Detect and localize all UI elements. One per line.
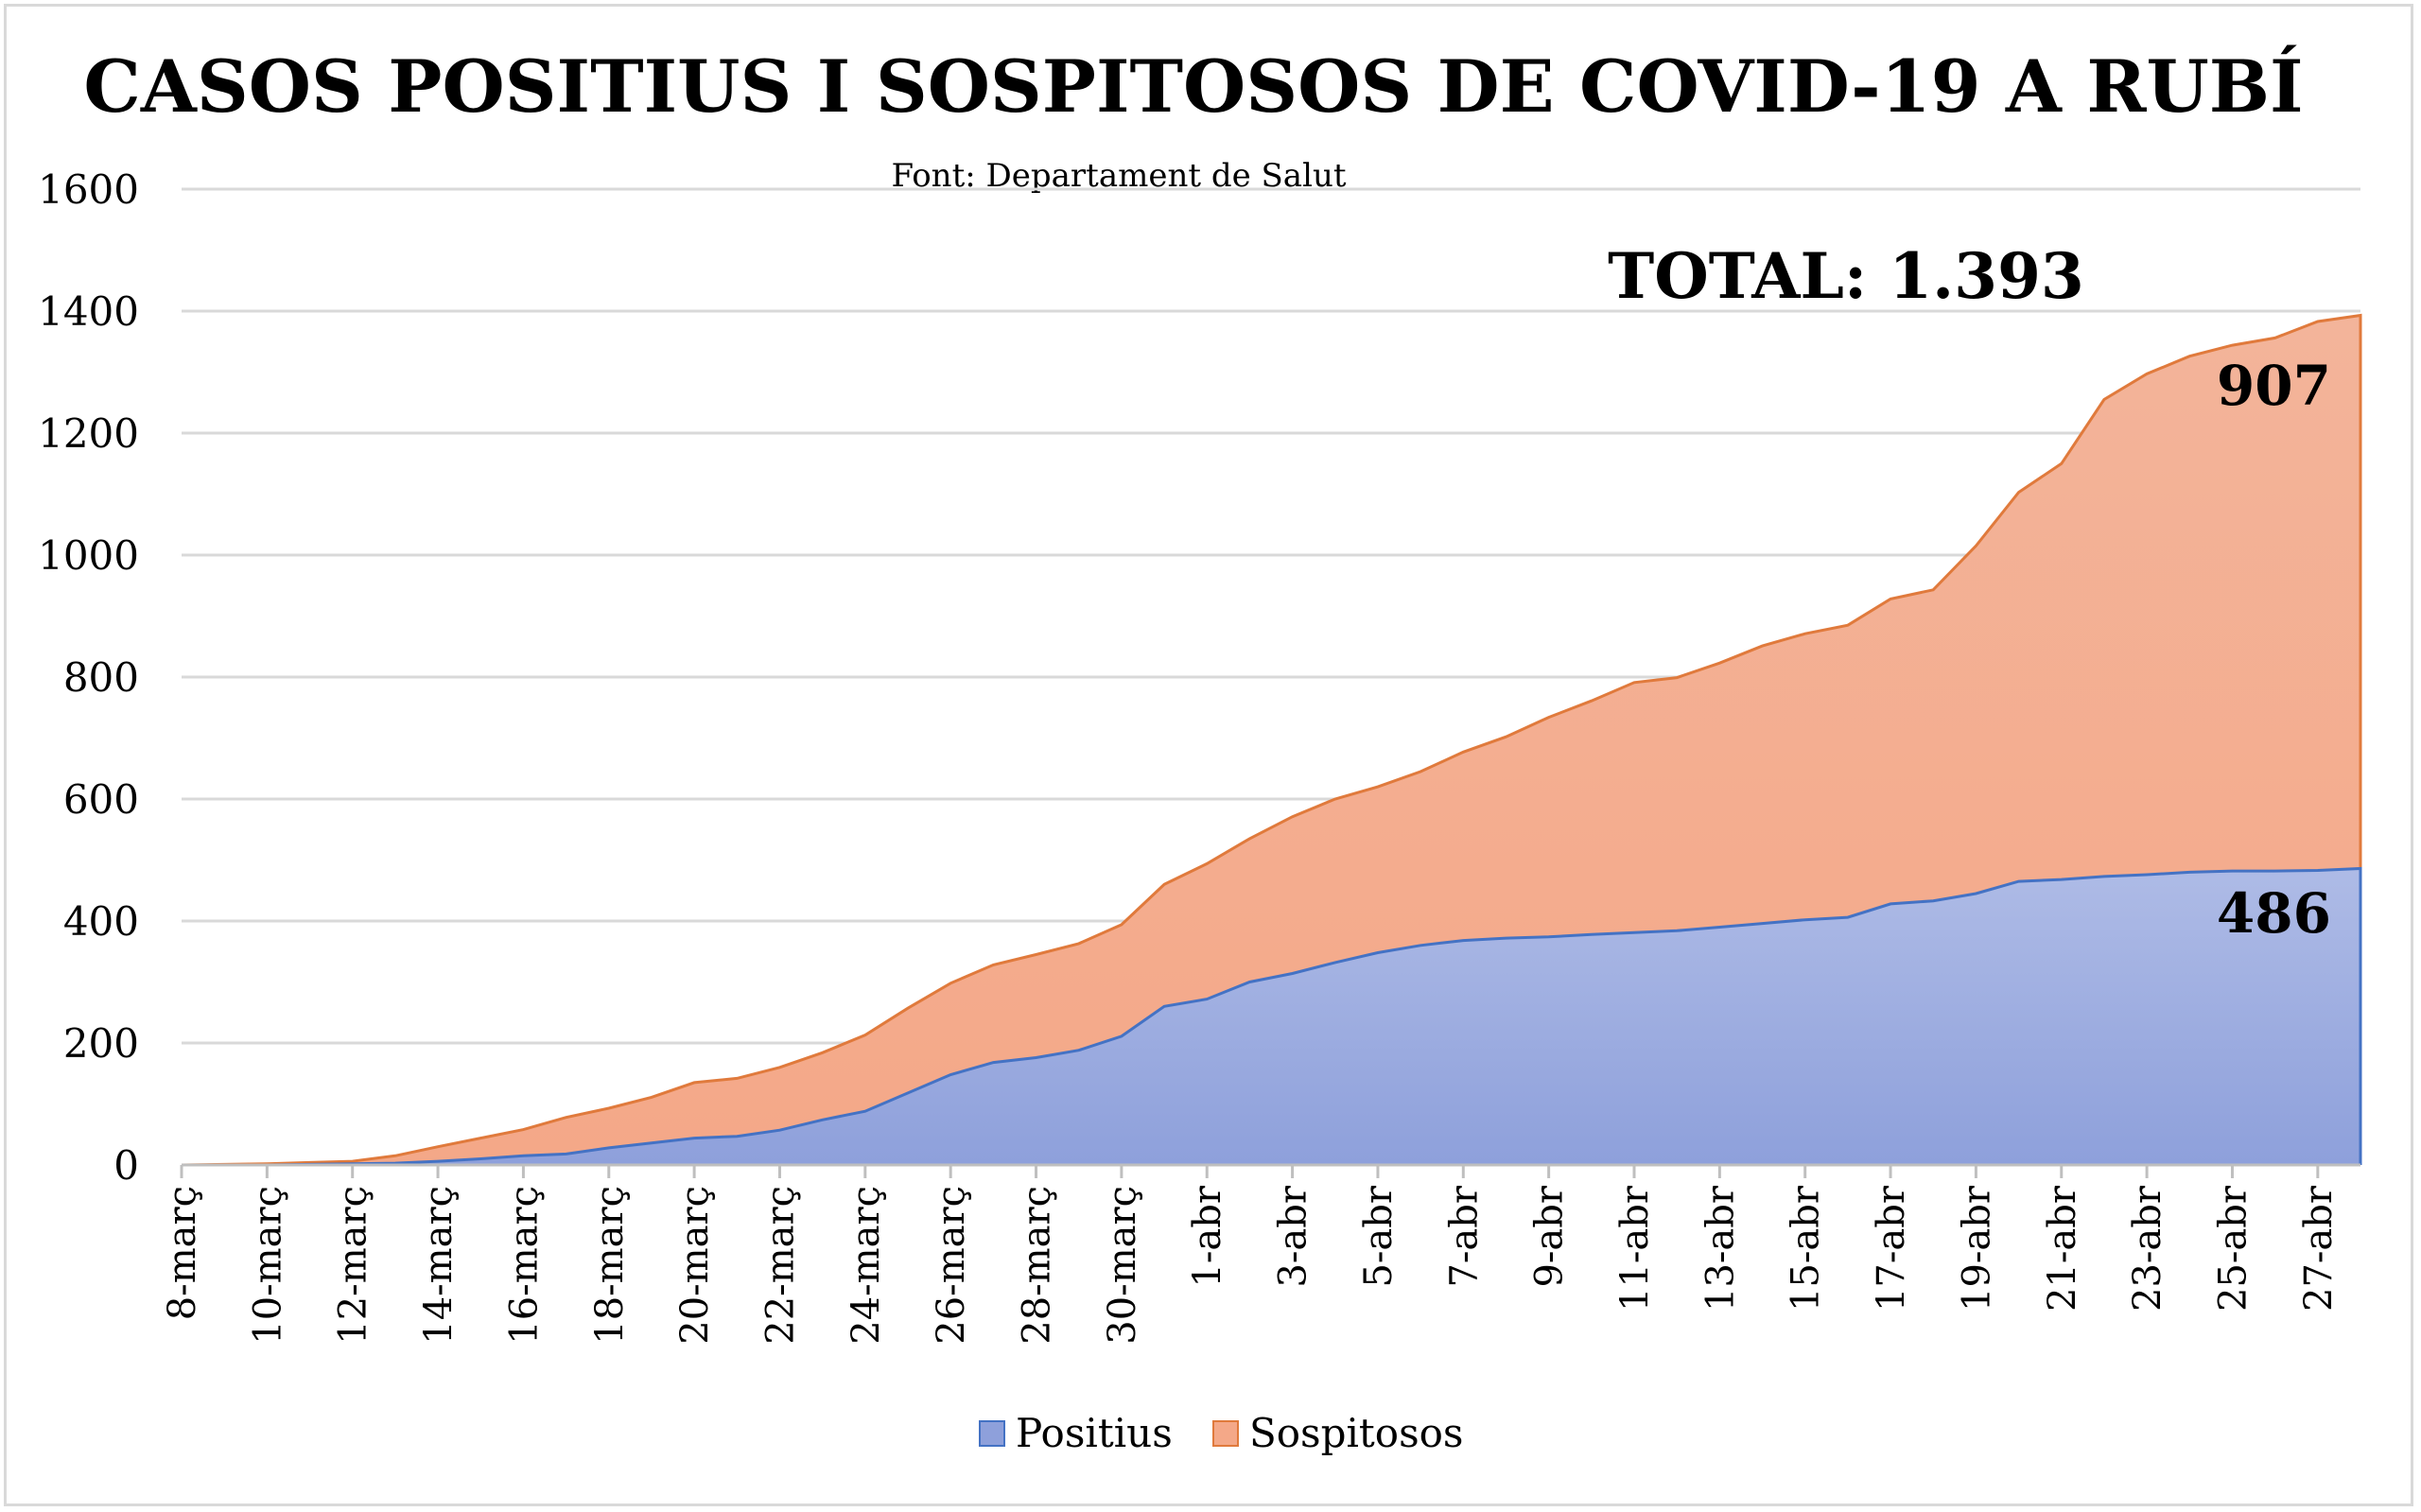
x-tick-label: 22-març [758, 1186, 802, 1345]
sospitosos-outline [181, 313, 2362, 1167]
legend-label: Sospitosos [1249, 1410, 1464, 1456]
x-tick-label: 18-març [588, 1186, 632, 1345]
legend-swatch [979, 1420, 1005, 1447]
legend-label: Positius [1016, 1410, 1173, 1456]
x-tick-label: 16-març [502, 1186, 546, 1345]
y-tick-label: 600 [63, 776, 139, 823]
positius-area [182, 868, 2360, 1165]
positius-end-label: 486 [2217, 881, 2331, 946]
total-annotation: TOTAL: 1.393 [1608, 239, 2084, 313]
x-tick-label: 21-abr [2041, 1185, 2084, 1312]
x-tick-label: 26-març [930, 1186, 973, 1345]
y-tick-label: 800 [63, 654, 139, 701]
x-tick-label: 11-abr [1613, 1185, 1657, 1312]
positius-outline [182, 866, 2362, 1167]
y-tick-label: 1200 [38, 410, 139, 457]
y-axis-ticks: 0 200 400 600 800 1000 1200 1400 1600 [38, 166, 139, 1189]
x-tick-label: 25-abr [2211, 1185, 2255, 1312]
x-tick-label: 24-març [845, 1186, 888, 1345]
x-axis [180, 1163, 2360, 1178]
stacked-areas [181, 313, 2362, 1167]
x-tick-label: 10-març [246, 1186, 289, 1345]
x-tick-label: 3-abr [1272, 1185, 1315, 1287]
x-tick-label: 14-març [417, 1186, 461, 1345]
y-tick-label: 0 [113, 1142, 139, 1189]
chart-title: CASOS POSITIUS I SOSPITOSOS DE COVID-19 … [83, 43, 2303, 129]
x-tick-label: 13-abr [1698, 1185, 1742, 1312]
y-tick-label: 1400 [38, 288, 139, 335]
y-tick-label: 1600 [38, 166, 139, 213]
x-tick-label: 8-març [161, 1186, 204, 1320]
x-tick-label: 30-març [1101, 1186, 1144, 1345]
x-tick-label: 20-març [673, 1186, 717, 1345]
x-tick-label: 17-abr [1870, 1185, 1913, 1312]
x-tick-label: 19-abr [1955, 1185, 1998, 1312]
x-tick-label: 12-març [332, 1186, 375, 1345]
sospitosos-end-label: 907 [2217, 354, 2331, 418]
x-tick-label: 7-abr [1442, 1185, 1486, 1287]
x-tick-label: 27-abr [2297, 1185, 2341, 1312]
y-tick-label: 1000 [38, 532, 139, 579]
legend: Positius Sospitosos [979, 1410, 1464, 1456]
y-tick-label: 400 [63, 898, 139, 945]
sospitosos-area [182, 315, 2360, 1165]
x-tick-label: 15-abr [1785, 1185, 1828, 1312]
x-tick-label: 1-abr [1186, 1185, 1229, 1287]
x-tick-label: 5-abr [1357, 1185, 1401, 1287]
x-tick-label: 28-març [1016, 1186, 1059, 1345]
legend-swatch [1212, 1420, 1239, 1447]
x-tick-label: 23-abr [2126, 1185, 2169, 1312]
x-tick-label: 9-abr [1528, 1185, 1572, 1287]
x-axis-ticks: 8-març 10-març 12-març 14-març 16-març 18-mar… [161, 1185, 2341, 1345]
y-tick-label: 200 [63, 1020, 139, 1067]
